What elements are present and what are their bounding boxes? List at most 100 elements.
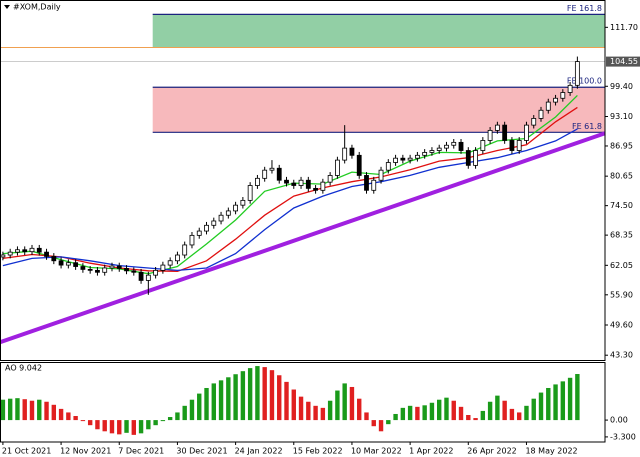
ao-bar: [167, 417, 173, 421]
candle-body: [451, 141, 457, 146]
y-tick-label: 111.70: [610, 23, 638, 32]
y-tick-label: 62.05: [610, 261, 633, 270]
ao-bar: [495, 395, 500, 421]
candle-body: [407, 157, 413, 161]
ao-bar: [124, 420, 129, 433]
ao-bar: [189, 399, 195, 421]
candle-body: [371, 179, 377, 191]
ao-bar: [306, 401, 311, 421]
x-tick-label: 21 Oct 2021: [2, 447, 51, 456]
ao-bar: [102, 420, 107, 432]
fib-label: FE 161.8: [567, 4, 602, 13]
candle-body: [487, 129, 493, 141]
y-tick-label: 55.90: [610, 290, 633, 299]
y-tick-label: 80.65: [610, 172, 633, 181]
ao-bar: [567, 377, 573, 421]
candle-body: [7, 251, 13, 256]
ao-bar: [327, 400, 333, 421]
ao-bar: [22, 399, 27, 421]
candle-body: [225, 210, 231, 216]
ao-bar: [349, 386, 355, 421]
moving-average: [2, 128, 578, 272]
candle-body: [524, 124, 529, 141]
ao-pane-border: [0, 362, 606, 443]
candle-body: [145, 274, 151, 281]
candle-body: [255, 177, 260, 186]
ao-bar: [109, 420, 115, 434]
candle-body: [313, 187, 318, 191]
ao-bar: [524, 405, 529, 421]
y-tick-label: 86.95: [610, 141, 633, 150]
candle-body: [124, 268, 129, 272]
ao-title: AO 9.042: [5, 364, 42, 373]
ao-bar: [560, 381, 566, 421]
y-tick-label: 99.40: [610, 82, 633, 91]
ao-bar: [153, 420, 158, 426]
ao-bar: [247, 368, 253, 421]
candle-body: [196, 230, 202, 236]
x-tick-label: 7 Dec 2021: [118, 447, 164, 456]
fib-label: FE 61.8: [572, 122, 602, 131]
candle-body: [284, 179, 289, 184]
candle-body: [480, 140, 486, 151]
ao-bar: [393, 413, 398, 421]
candle-body: [538, 109, 544, 119]
ao-bar: [7, 398, 13, 421]
x-tick-label: 1 Apr 2022: [409, 447, 453, 456]
ao-bar: [553, 384, 558, 421]
ao-bar: [357, 398, 362, 421]
y-tick-label: 74.50: [610, 201, 633, 210]
ao-bar: [364, 412, 369, 421]
candle-body: [356, 154, 362, 176]
candle-body: [131, 270, 137, 273]
y-tick-label: 68.35: [610, 231, 633, 240]
candle-body: [422, 152, 428, 156]
ao-bar: [473, 418, 478, 421]
ao-bar: [0, 399, 6, 421]
candle-body: [269, 167, 275, 171]
candle-body: [364, 175, 369, 191]
ao-bar: [138, 420, 144, 434]
ao-bar: [458, 406, 464, 421]
candle-body: [175, 254, 180, 262]
ao-bar: [73, 416, 78, 421]
ao-bar: [284, 381, 289, 421]
ao-bar: [204, 387, 209, 421]
candle-body: [414, 154, 420, 159]
candle-body: [349, 147, 355, 156]
ao-bar: [386, 420, 391, 425]
x-tick-label: 15 Feb 2022: [293, 447, 343, 456]
ao-bar: [146, 420, 151, 430]
ao-bar: [44, 401, 49, 421]
candle-body: [102, 267, 108, 273]
candle-body: [262, 169, 268, 179]
candle-body: [393, 157, 398, 163]
y-tick-label: 49.60: [610, 321, 633, 330]
candle-body: [22, 249, 28, 253]
candle-body: [473, 150, 478, 166]
ao-bar: [197, 393, 202, 421]
ao-bar: [80, 420, 86, 422]
ao-bar: [262, 367, 267, 421]
candle-body: [429, 150, 435, 153]
candle-body: [305, 179, 311, 189]
ao-bar: [444, 397, 449, 421]
ao-bar: [378, 420, 384, 432]
candle-body: [29, 247, 35, 253]
candle-body: [567, 84, 573, 93]
ao-bar: [37, 399, 42, 421]
candle-body: [116, 265, 122, 269]
ao-bar: [429, 402, 435, 421]
ao-bar: [240, 371, 246, 421]
candle-body: [298, 179, 304, 186]
candle-body: [509, 140, 515, 151]
candle-body: [342, 147, 348, 161]
ao-bar: [480, 410, 486, 421]
ao-bar: [313, 405, 318, 421]
candle-body: [233, 204, 239, 212]
ao-bar: [51, 404, 57, 421]
ao-bar: [415, 406, 420, 421]
candle-body: [378, 169, 384, 181]
candle-body: [436, 147, 442, 151]
